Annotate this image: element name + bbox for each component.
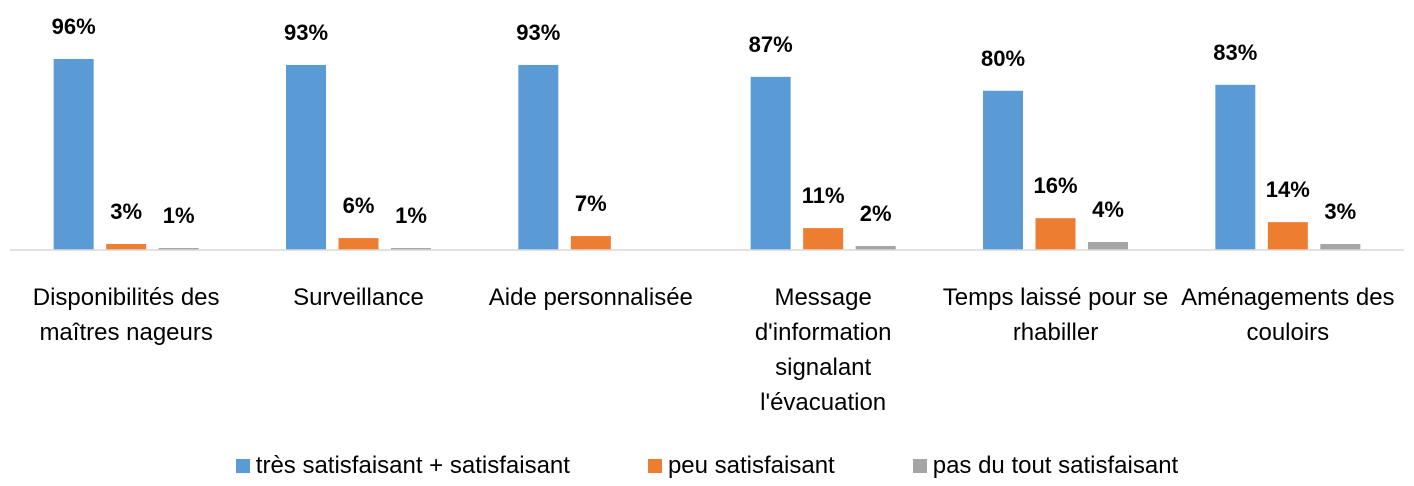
- x-tick-label: Aide personnalisée: [488, 284, 693, 311]
- bar: [570, 236, 611, 250]
- data-label: 1%: [395, 203, 427, 228]
- legend: très satisfaisant + satisfaisant peu sati…: [0, 452, 1414, 480]
- legend-swatch: [647, 459, 662, 473]
- data-label: 93%: [283, 19, 329, 45]
- x-tick-label: Surveillance: [293, 284, 424, 311]
- x-tick-label: Temps laissé pour se rhabiller: [942, 284, 1169, 346]
- bar: [1035, 218, 1076, 250]
- legend-item: peu satisfaisant: [647, 452, 835, 480]
- data-label: 16%: [1033, 173, 1078, 199]
- legend-item: très satisfaisant + satisfaisant: [235, 452, 570, 480]
- data-label: 14%: [1265, 177, 1310, 203]
- data-label: 4%: [1092, 197, 1124, 223]
- x-tick-label: Disponibilités des maîtres nageurs: [32, 284, 220, 346]
- data-label: 83%: [1213, 39, 1258, 65]
- data-label: 11%: [801, 183, 845, 209]
- data-label: 93%: [516, 19, 561, 45]
- bar: [803, 228, 844, 250]
- bar: [983, 90, 1023, 250]
- data-label: 1%: [162, 203, 195, 228]
- bar: [1215, 84, 1256, 250]
- legend-swatch: [235, 459, 250, 473]
- bar: [53, 58, 94, 251]
- data-label: 80%: [980, 45, 1026, 71]
- data-label: 3%: [110, 199, 143, 225]
- data-label: 6%: [342, 193, 375, 219]
- data-label: 96%: [51, 13, 96, 39]
- bar: [518, 64, 559, 251]
- data-label: 87%: [748, 31, 793, 57]
- legend-label: pas du tout satisfaisant: [932, 452, 1179, 479]
- bar: [855, 246, 896, 250]
- data-label: 2%: [859, 201, 892, 227]
- legend-swatch: [912, 459, 927, 473]
- bar: [1267, 222, 1308, 250]
- data-label: 7%: [574, 191, 607, 217]
- bar: [158, 248, 199, 250]
- bar: [1320, 244, 1361, 250]
- bar: [750, 76, 791, 251]
- bar: [106, 244, 147, 250]
- bar: [391, 248, 431, 250]
- x-tick-label: Message d'information signalant l'évacua…: [754, 284, 892, 416]
- x-tick-label: Aménagements des couloirs: [1181, 284, 1395, 346]
- bar: [286, 64, 326, 251]
- legend-label: très satisfaisant + satisfaisant: [255, 452, 570, 479]
- bar: [338, 238, 379, 250]
- bar: [1088, 242, 1128, 250]
- legend-item: pas du tout satisfaisant: [912, 452, 1179, 480]
- data-label: 3%: [1324, 199, 1357, 225]
- legend-label: peu satisfaisant: [667, 452, 835, 479]
